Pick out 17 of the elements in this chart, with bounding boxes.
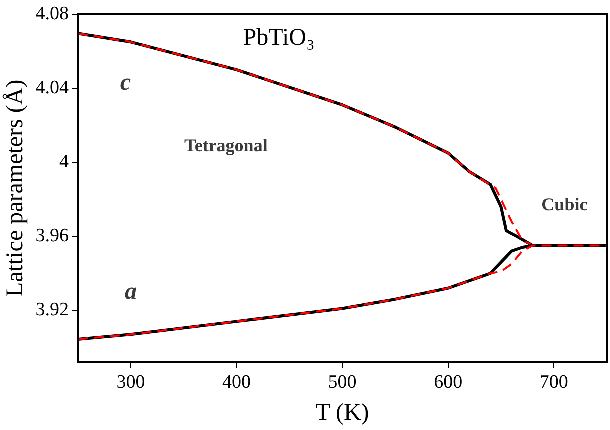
x-tick-label: 400 bbox=[222, 372, 251, 393]
y-tick-label: 4.04 bbox=[36, 77, 70, 98]
annotation: PbTiO₃ bbox=[243, 25, 315, 52]
y-tick-label: 3.96 bbox=[36, 226, 70, 247]
y-tick-label: 4.08 bbox=[36, 3, 70, 24]
y-tick-label: 4 bbox=[60, 151, 70, 172]
x-axis-title: T (K) bbox=[316, 400, 370, 426]
y-axis-title: Lattice parameters (Å) bbox=[2, 80, 29, 298]
x-tick-label: 700 bbox=[540, 372, 568, 393]
x-tick-label: 300 bbox=[116, 372, 146, 393]
x-tick-label: 600 bbox=[434, 372, 463, 393]
annotation: Cubic bbox=[542, 194, 588, 214]
annotation: Tetragonal bbox=[184, 135, 268, 156]
annotation: a bbox=[124, 279, 137, 306]
x-tick-label: 500 bbox=[328, 372, 357, 393]
y-tick-label: 3.92 bbox=[36, 300, 70, 321]
annotation: c bbox=[120, 70, 132, 96]
